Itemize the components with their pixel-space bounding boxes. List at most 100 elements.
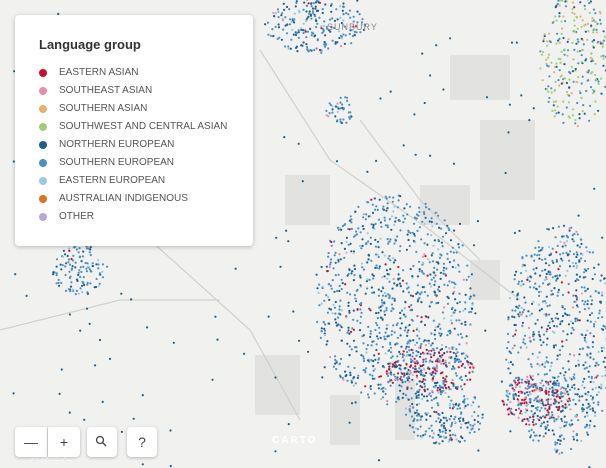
population-dot	[529, 275, 532, 278]
population-dot	[460, 322, 463, 325]
population-dot	[568, 265, 572, 268]
population-dot	[587, 391, 590, 394]
population-dot	[454, 434, 457, 437]
population-dot	[566, 254, 569, 257]
population-dot	[458, 300, 461, 304]
population-dot	[381, 251, 384, 254]
population-dot	[520, 313, 524, 316]
population-dot	[583, 386, 586, 389]
population-dot	[545, 88, 548, 91]
population-dot	[441, 440, 444, 443]
population-dot	[574, 320, 577, 323]
population-dot	[551, 320, 554, 323]
population-dot	[555, 42, 558, 45]
population-dot	[74, 293, 77, 296]
population-dot	[332, 365, 335, 368]
zoom-in[interactable]: +	[48, 427, 80, 457]
search-button[interactable]	[87, 427, 117, 457]
population-dot	[521, 311, 524, 314]
legend-item: OTHER	[39, 211, 94, 222]
population-dot	[522, 308, 526, 311]
population-dot	[515, 305, 518, 308]
population-dot	[306, 45, 309, 49]
population-dot	[549, 365, 553, 368]
zoom-out[interactable]: —	[15, 427, 47, 457]
population-dot	[539, 50, 542, 53]
population-dot	[546, 40, 549, 43]
population-dot	[540, 308, 543, 311]
population-dot	[537, 250, 541, 253]
population-dot	[399, 368, 402, 371]
population-dot	[564, 5, 568, 8]
help-button[interactable]: ?	[127, 427, 157, 457]
population-dot	[560, 419, 564, 423]
population-dot	[349, 16, 352, 19]
population-dot	[423, 323, 427, 327]
population-dot	[410, 348, 413, 351]
population-dot	[469, 366, 472, 369]
legend-label: EASTERN ASIAN	[59, 67, 139, 78]
population-dot	[519, 391, 522, 394]
population-dot	[560, 392, 564, 395]
population-dot	[431, 260, 435, 263]
population-dot	[545, 382, 549, 385]
population-dot	[590, 24, 593, 27]
population-dot	[442, 362, 445, 365]
population-dot	[79, 266, 82, 269]
population-dot	[580, 333, 583, 336]
population-dot	[530, 405, 534, 408]
population-dot	[300, 27, 303, 30]
population-dot	[595, 393, 599, 396]
population-dot	[568, 403, 571, 406]
population-dot	[587, 375, 591, 378]
population-dot	[565, 251, 568, 254]
population-dot	[348, 421, 351, 424]
population-dot	[418, 270, 421, 273]
population-dot	[412, 360, 415, 363]
population-dot	[556, 32, 559, 35]
population-dot	[578, 113, 581, 116]
population-dot	[519, 346, 522, 349]
population-dot	[359, 31, 362, 34]
population-dot	[407, 368, 410, 372]
population-dot	[297, 36, 300, 39]
population-dot	[512, 393, 515, 396]
population-dot	[341, 224, 344, 228]
population-dot	[534, 246, 537, 249]
population-dot	[336, 316, 340, 319]
population-dot	[583, 367, 586, 370]
population-dot	[581, 384, 584, 387]
population-dot	[520, 402, 524, 405]
population-dot	[547, 90, 550, 93]
population-dot	[469, 287, 472, 290]
population-dot	[325, 265, 328, 268]
population-dot	[594, 386, 598, 389]
population-dot	[446, 252, 449, 255]
population-dot	[55, 282, 58, 285]
population-dot	[422, 211, 426, 214]
population-dot	[338, 36, 341, 40]
population-dot	[379, 221, 382, 224]
population-dot	[424, 255, 427, 258]
population-dot	[459, 385, 463, 388]
population-dot	[561, 113, 564, 116]
population-dot	[390, 373, 393, 376]
population-dot	[419, 418, 422, 421]
population-dot	[557, 438, 560, 442]
population-dot	[530, 365, 533, 368]
population-dot	[393, 242, 396, 245]
population-dot	[591, 398, 594, 401]
population-dot	[329, 103, 332, 107]
population-dot	[333, 254, 336, 257]
population-dot	[438, 442, 441, 445]
population-dot	[85, 247, 88, 250]
population-dot	[378, 326, 381, 329]
population-dot	[574, 294, 578, 297]
population-dot	[558, 406, 561, 409]
population-dot	[438, 290, 441, 293]
population-dot	[510, 41, 514, 44]
population-dot	[558, 452, 561, 455]
population-dot	[519, 409, 523, 413]
population-dot	[307, 350, 310, 353]
population-dot	[454, 266, 457, 269]
